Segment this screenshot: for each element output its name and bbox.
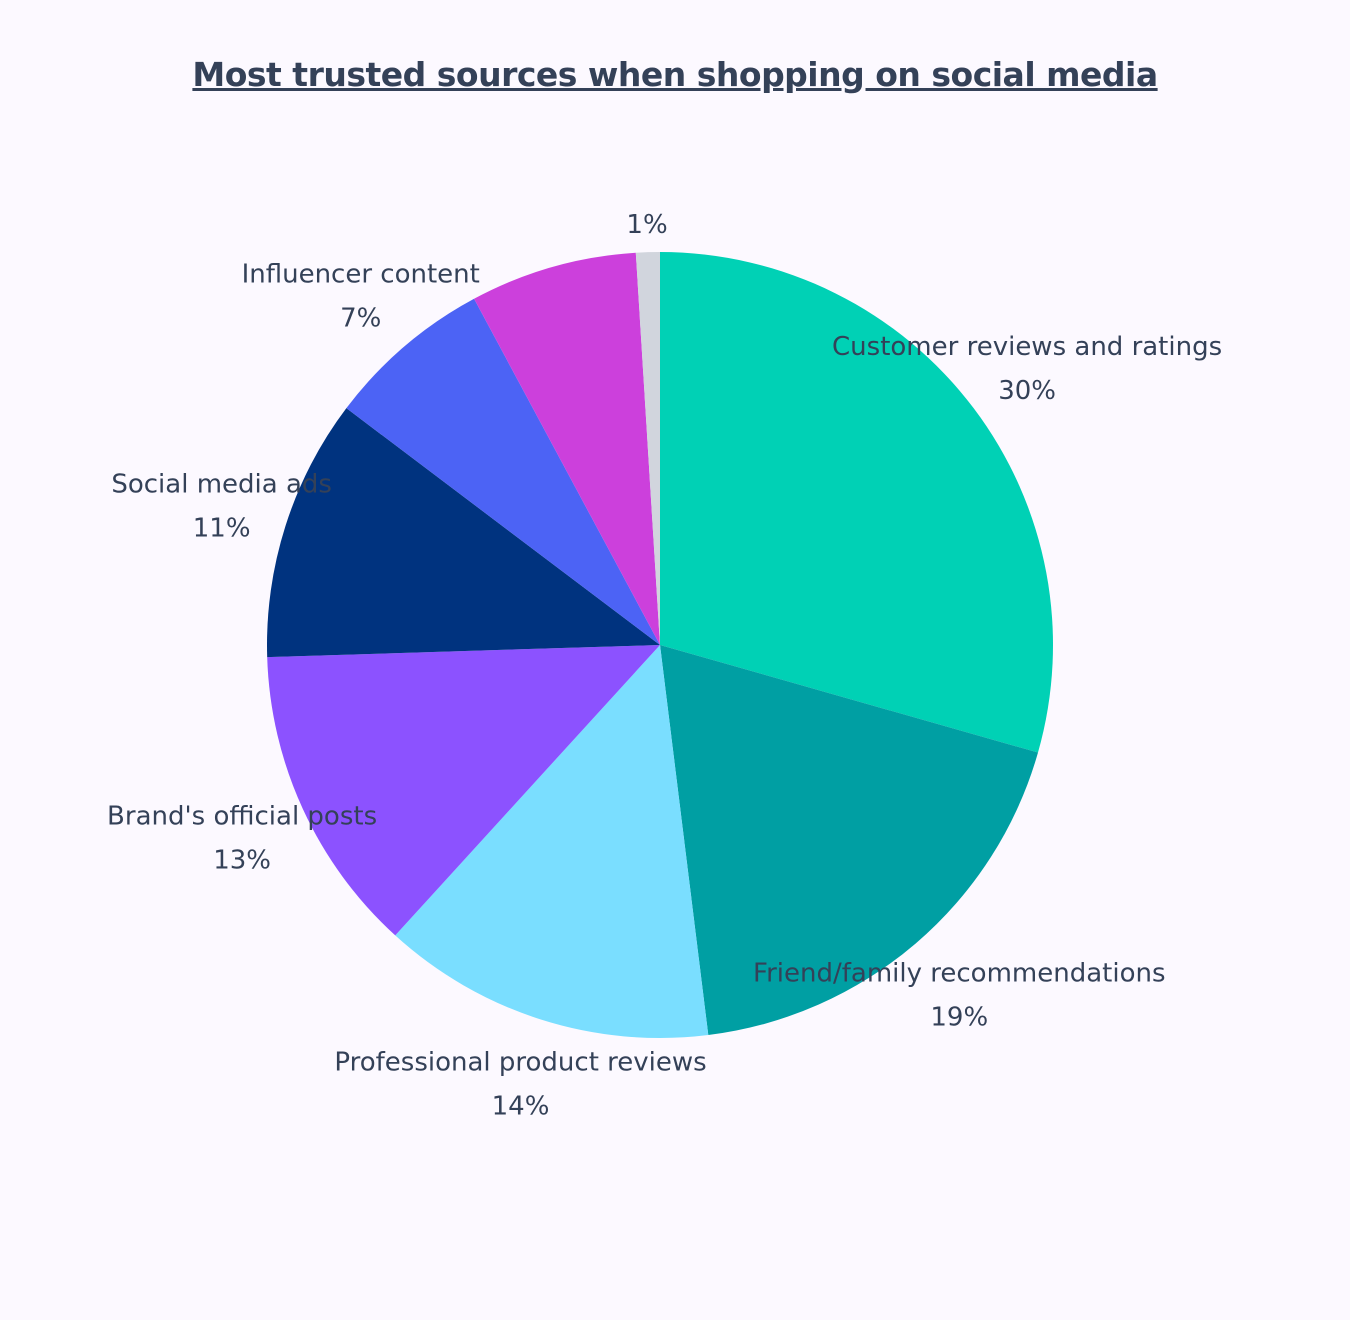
- pie-slice: [267, 408, 660, 658]
- slice-value-label: 7%: [340, 304, 381, 334]
- slice-label: Professional product reviews 14%: [334, 1047, 706, 1121]
- slice-value-label: 1%: [626, 210, 667, 240]
- slice-label: Influencer content 7%: [242, 260, 480, 334]
- slice-value-label: 11%: [193, 514, 251, 544]
- pie-slice: [660, 645, 1038, 1036]
- pie-slice: [267, 645, 660, 936]
- pie-slice: [474, 252, 660, 645]
- slice-value-label: 19%: [930, 1002, 988, 1032]
- slice-value-label: 14%: [492, 1091, 550, 1121]
- slice-value-label: 30%: [998, 376, 1056, 406]
- slice-name-label: Customer reviews and ratings: [832, 332, 1222, 362]
- slice-name-label: Friend/family recommendations: [753, 958, 1165, 988]
- chart-title: Most trusted sources when shopping on so…: [192, 55, 1158, 94]
- slice-label: 1%: [626, 210, 667, 240]
- pie-slice: [346, 298, 660, 645]
- pie-slice: [395, 645, 709, 1038]
- pie-slice: [660, 252, 1053, 753]
- slice-name-label: Professional product reviews: [334, 1047, 706, 1077]
- slice-label: Customer reviews and ratings 30%: [832, 332, 1222, 406]
- slice-name-label: Social media ads: [111, 470, 332, 500]
- slice-label: Brand's official posts 13%: [107, 801, 377, 875]
- slice-value-label: 13%: [213, 845, 271, 875]
- slice-name-label: Brand's official posts: [107, 801, 377, 831]
- slice-label: Social media ads 11%: [111, 470, 332, 544]
- pie-slice: [635, 252, 660, 645]
- slice-label: Friend/family recommendations 19%: [753, 958, 1165, 1032]
- slice-name-label: Influencer content: [242, 260, 480, 290]
